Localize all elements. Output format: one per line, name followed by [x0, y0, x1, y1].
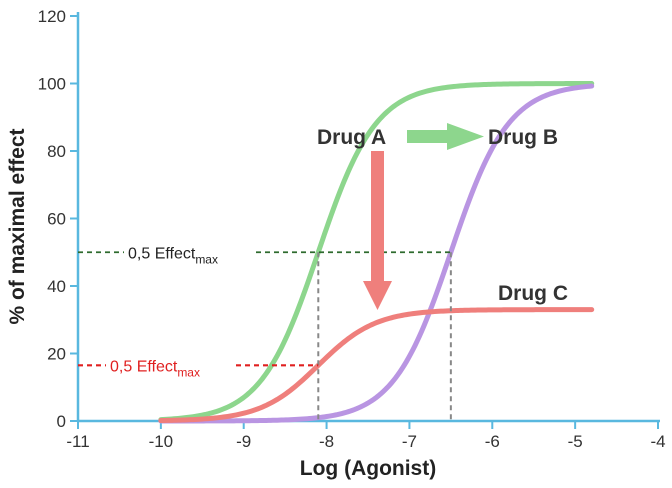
y-tick-label: 60 [47, 210, 66, 229]
shift-arrow-head [447, 123, 484, 150]
x-tick-label: -6 [485, 432, 500, 451]
arrows [363, 123, 484, 310]
half-max-label-drug-c-sub: max [177, 365, 200, 379]
y-axis-title: % of maximal effect [6, 128, 29, 324]
y-tick-label: 0 [57, 412, 66, 431]
efficacy-arrow-shaft [371, 151, 384, 281]
half-max-label: 0,5 Effectmax [128, 245, 218, 266]
half-max-label-drug-c-main: 0,5 Effect [110, 358, 178, 375]
curve-drug-b [158, 83, 595, 424]
half-max-label-drug-c: 0,5 Effectmax [110, 358, 200, 379]
guide-lines [78, 251, 452, 421]
label-drug-a: Drug A [317, 126, 386, 149]
x-tick-label: -8 [319, 432, 334, 451]
x-axis-title: Log (Agonist) [300, 457, 436, 480]
label-drug-c: Drug C [498, 282, 568, 305]
y-tick-label: 120 [38, 7, 66, 26]
shift-arrow-shaft [407, 130, 449, 143]
x-tick-label: -9 [236, 432, 251, 451]
label-drug-b: Drug B [488, 126, 558, 149]
efficacy-arrow-head [363, 281, 392, 310]
y-tick-label: 100 [38, 75, 66, 94]
half-max-label-sub: max [195, 252, 218, 266]
y-tick-label: 20 [47, 345, 66, 364]
y-tick-label: 40 [47, 277, 66, 296]
half-max-label-main: 0,5 Effect [128, 245, 196, 262]
curve-drug-a [158, 81, 595, 423]
x-tick-label: -10 [149, 432, 174, 451]
curves [158, 81, 595, 424]
labels: Log (Agonist) % of maximal effect 0,5 Effe… [6, 126, 568, 480]
x-tick-label: -7 [402, 432, 417, 451]
y-tick-label: 80 [47, 142, 66, 161]
x-tick-label: -11 [66, 432, 89, 451]
axes: -11 -10 -9 -8 -7 -6 -5 -4 0 20 40 60 80 100 120 [38, 7, 666, 451]
x-tick-label: -4 [650, 432, 665, 451]
curve-drug-c [158, 307, 595, 424]
x-tick-label: -5 [568, 432, 583, 451]
